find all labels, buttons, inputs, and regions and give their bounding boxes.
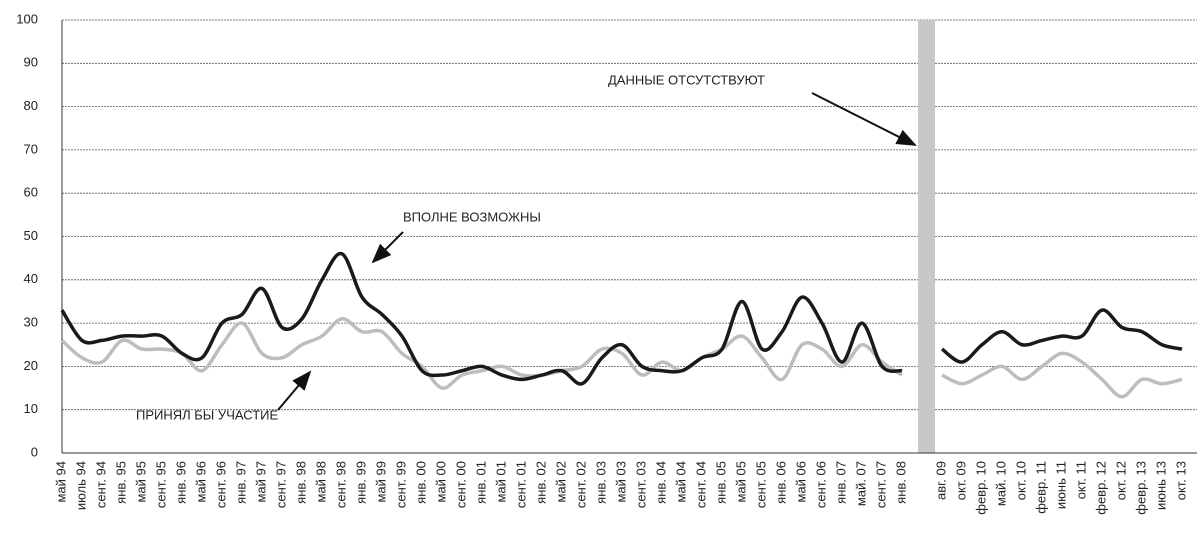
x-tick-label: май 99 [373, 461, 388, 503]
x-tick-label: окт. 10 [1013, 461, 1028, 500]
x-tick-label: май 03 [613, 461, 628, 503]
x-tick-label: февр. 13 [1133, 461, 1148, 515]
y-tick-label: 100 [16, 11, 38, 26]
x-tick-label: сент. 01 [513, 461, 528, 508]
x-tick-label: май 06 [793, 461, 808, 503]
y-tick-label: 0 [31, 444, 38, 459]
x-tick-label: май 96 [193, 461, 208, 503]
x-tick-label: янв. 98 [293, 461, 308, 504]
x-tick-label: сент. 04 [693, 461, 708, 508]
x-tick-label: май 01 [493, 461, 508, 503]
x-tick-label: июнь 11 [1053, 461, 1068, 509]
x-tick-label: окт. 12 [1113, 461, 1128, 500]
x-tick-label: сент. 05 [753, 461, 768, 508]
x-tick-label: сент. 03 [633, 461, 648, 508]
x-tick-label: сент. 98 [333, 461, 348, 508]
x-tick-label: сент. 99 [393, 461, 408, 508]
y-tick-label: 10 [24, 401, 38, 416]
y-tick-label: 50 [24, 228, 38, 243]
x-tick-label: янв. 97 [233, 461, 248, 504]
x-tick-label: май. 10 [993, 461, 1008, 506]
series-line [60, 317, 903, 390]
missing-data-band [918, 20, 935, 453]
x-tick-label: май 94 [53, 461, 68, 503]
x-tick-label: сент. 06 [813, 461, 828, 508]
x-tick-label: февр. 12 [1093, 461, 1108, 515]
x-tick-label: сент. 95 [153, 461, 168, 508]
annotation: ДАННЫЕ ОТСУТСТВУЮТ [608, 72, 765, 87]
y-tick-label: 30 [24, 315, 38, 330]
x-tick-label: май 98 [313, 461, 328, 503]
x-tick-label: февр. 11 [1033, 461, 1048, 514]
x-tick-label: янв. 05 [713, 461, 728, 504]
x-tick-label: сент. 07 [873, 461, 888, 508]
series-label: ПРИНЯЛ БЫ УЧАСТИЕ [136, 407, 278, 422]
x-tick-label: янв. 95 [113, 461, 128, 504]
x-tick-label: сент. 00 [453, 461, 468, 508]
x-tick-label: янв. 07 [833, 461, 848, 504]
arrow [811, 92, 917, 146]
series-label: ВПОЛНЕ ВОЗМОЖНЫ [403, 209, 541, 224]
y-tick-label: 70 [24, 141, 38, 156]
x-tick-label: янв. 08 [893, 461, 908, 504]
y-tick-label: 90 [24, 55, 38, 70]
x-tick-label: авг. 09 [933, 461, 948, 500]
x-tick-label: окт. 11 [1073, 461, 1088, 499]
series-line [940, 308, 1183, 364]
x-tick-label: сент. 02 [573, 461, 588, 508]
x-tick-label: янв. 96 [173, 461, 188, 504]
x-tick-label: янв. 06 [773, 461, 788, 504]
x-tick-label: сент. 97 [273, 461, 288, 508]
x-tick-label: май 05 [733, 461, 748, 503]
x-tick-label: сент. 96 [213, 461, 228, 508]
x-tick-label: июнь 13 [1153, 461, 1168, 510]
y-tick-label: 40 [24, 271, 38, 286]
x-tick-label: янв. 99 [353, 461, 368, 504]
x-tick-label: сент. 94 [93, 461, 108, 508]
y-tick-label: 20 [24, 358, 38, 373]
x-tick-label: янв. 01 [473, 461, 488, 504]
x-tick-label: июль 94 [73, 461, 88, 510]
x-tick-label: май 00 [433, 461, 448, 503]
x-tick-label: янв. 04 [653, 461, 668, 504]
series-line [941, 351, 1183, 399]
x-tick-label: янв. 02 [533, 461, 548, 504]
x-tick-label: окт. 09 [953, 461, 968, 500]
x-tick-label: окт. 13 [1173, 461, 1188, 500]
x-tick-label: май 04 [673, 461, 688, 503]
y-tick-label: 60 [24, 185, 38, 200]
x-tick-label: май 97 [253, 461, 268, 503]
x-tick-label: февр. 10 [973, 461, 988, 515]
arrow [371, 231, 404, 264]
y-tick-label: 80 [24, 98, 38, 113]
x-tick-label: май 02 [553, 461, 568, 503]
x-tick-label: янв. 00 [413, 461, 428, 504]
x-tick-label: май. 07 [853, 461, 868, 506]
series-line [60, 251, 903, 386]
x-tick-label: май 95 [133, 461, 148, 503]
x-tick-label: янв. 03 [593, 461, 608, 504]
arrow [277, 370, 312, 411]
